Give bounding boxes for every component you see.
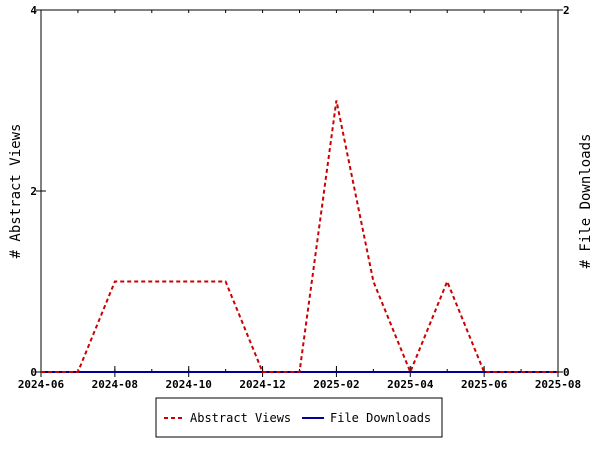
plot-frame (40, 9, 559, 373)
x-tick-label: 2025-02 (313, 378, 359, 391)
ticks-layer: 2024-06 2024-08 2024-10 2024-12 2025-02 2025-… (18, 4, 581, 391)
series-layer (41, 100, 558, 375)
y-right-axis-title: # File Downloads (578, 134, 594, 269)
y-right-tick-label: 0 (563, 366, 570, 379)
y-left-tick-label: 4 (30, 4, 37, 17)
x-tick-label: 2025-06 (461, 378, 508, 391)
y-left-tick-label: 0 (30, 366, 37, 379)
y-left-tick-label: 2 (30, 185, 37, 198)
legend-label-file-downloads: File Downloads (330, 411, 431, 425)
x-tick-label: 2024-08 (92, 378, 138, 391)
y-left-axis-title: # Abstract Views (8, 124, 24, 259)
y-right-tick-label: 2 (563, 4, 570, 17)
x-tick-label: 2024-10 (166, 378, 212, 391)
legend-label-abstract-views: Abstract Views (190, 411, 291, 425)
legend: Abstract Views File Downloads (155, 397, 443, 438)
legend-box (155, 397, 443, 438)
x-tick-label: 2024-12 (239, 378, 285, 391)
x-tick-label: 2025-08 (535, 378, 581, 391)
series-line-abstract-views (41, 100, 558, 375)
x-tick-label: 2024-06 (18, 378, 65, 391)
x-tick-label: 2025-04 (387, 378, 434, 391)
